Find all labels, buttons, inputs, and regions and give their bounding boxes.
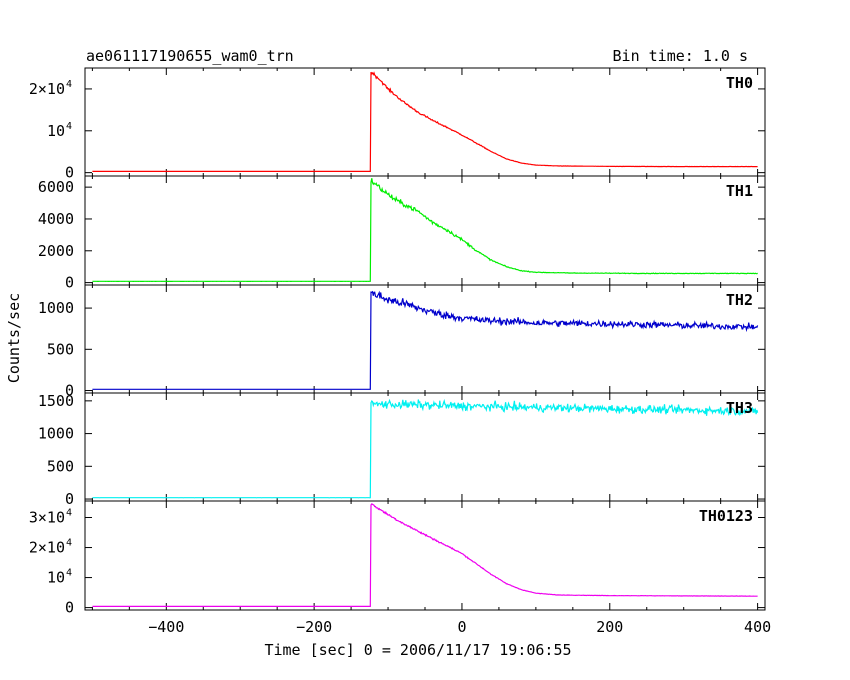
y-tick-label: 10 — [47, 122, 65, 140]
y-tick-label: 1500 — [38, 392, 74, 410]
y-tick-exponent: 4 — [66, 538, 72, 549]
y-tick-label: 0 — [65, 274, 74, 292]
series-line-th1 — [92, 178, 758, 283]
y-tick-label: 500 — [47, 340, 74, 358]
series-line-th3 — [92, 398, 759, 499]
series-line-th0 — [92, 71, 758, 172]
x-axis-ticks: −400 −200 0 200 400 — [148, 618, 771, 636]
y-tick-exponent: 4 — [66, 568, 72, 579]
x-axis-label: Time [sec] 0 = 2006/11/17 19:06:55 — [264, 641, 571, 659]
x-tick-label: 400 — [744, 618, 771, 636]
y-tick-label: 2×10 — [29, 539, 65, 557]
y-tick-exponent: 4 — [66, 79, 72, 90]
y-tick-label: 10 — [47, 569, 65, 587]
x-tick-label: 200 — [596, 618, 623, 636]
y-tick-label: 0 — [65, 599, 74, 617]
y-tick-label: 1000 — [38, 425, 74, 443]
x-tick-label: −200 — [296, 618, 332, 636]
panel-label: TH1 — [726, 182, 753, 200]
chart-title: ae061117190655_wam0_trn — [86, 47, 294, 65]
series-line-th2 — [92, 290, 759, 390]
y-tick-exponent: 4 — [66, 508, 72, 519]
x-tick-label: −400 — [148, 618, 184, 636]
y-axis-label: Counts/sec — [5, 293, 23, 383]
panel-th3: 0 500 1000 1500 TH3 — [38, 392, 766, 508]
y-tick-label: 1000 — [38, 299, 74, 317]
panel-th1: 0 2000 4000 6000 TH1 — [38, 175, 766, 292]
panel-frame — [84, 500, 766, 611]
y-tick-label: 2×10 — [29, 80, 65, 98]
x-tick-label: 0 — [457, 618, 466, 636]
panel-frame — [84, 284, 766, 394]
panel-th2: 0 500 1000 TH2 — [38, 284, 766, 400]
series-line-th0123 — [92, 503, 758, 608]
y-tick-label: 6000 — [38, 178, 74, 196]
panel-label: TH0123 — [699, 507, 753, 525]
panel-label: TH2 — [726, 291, 753, 309]
panel-frame — [84, 67, 766, 177]
y-tick-label: 3×10 — [29, 509, 65, 527]
bin-time-label: Bin time: 1.0 s — [613, 47, 748, 65]
panel-label: TH0 — [726, 74, 753, 92]
y-tick-label: 0 — [65, 490, 74, 508]
y-tick-label: 2000 — [38, 242, 74, 260]
panel-frame — [84, 175, 766, 286]
y-tick-label: 0 — [65, 164, 74, 182]
y-tick-label: 500 — [47, 457, 74, 475]
panel-label: TH3 — [726, 399, 753, 417]
y-tick-label: 0 — [65, 382, 74, 400]
y-tick-label: 4000 — [38, 210, 74, 228]
y-tick-exponent: 4 — [66, 121, 72, 132]
